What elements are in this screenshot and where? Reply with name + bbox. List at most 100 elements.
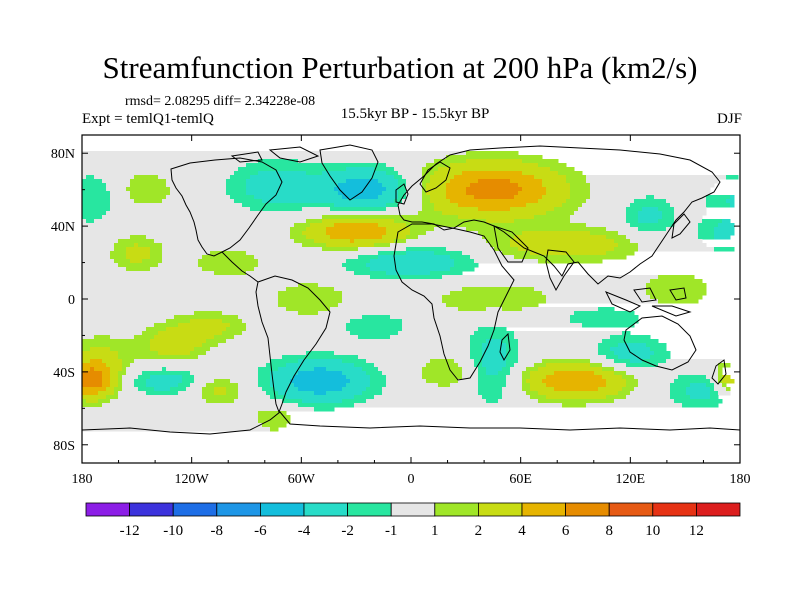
contour-cell xyxy=(466,187,523,192)
contour-cell xyxy=(166,367,259,372)
contour-cell xyxy=(110,367,123,372)
contour-cell xyxy=(406,223,587,228)
x-tick-label: 180 xyxy=(72,472,93,487)
contour-cell xyxy=(426,363,459,368)
contour-cell xyxy=(110,203,243,208)
contour-cell xyxy=(126,187,171,192)
contour-cell xyxy=(522,307,599,312)
contour-cell xyxy=(106,387,115,392)
contour-cell xyxy=(270,395,287,400)
contour-cell xyxy=(306,235,331,240)
contour-cell xyxy=(726,199,735,204)
contour-cell xyxy=(226,327,247,332)
contour-cell xyxy=(462,251,503,256)
contour-cell xyxy=(650,355,671,360)
colorbar-swatch xyxy=(652,502,697,517)
contour-cell xyxy=(510,367,527,372)
contour-cell xyxy=(298,371,343,376)
contour-cell xyxy=(630,391,671,396)
contour-cell xyxy=(238,167,347,172)
contour-cell xyxy=(218,343,471,348)
contour-cell xyxy=(526,203,563,208)
contour-cell xyxy=(326,231,387,236)
contour-cell xyxy=(138,375,151,380)
contour-cell xyxy=(322,171,387,176)
contour-cell xyxy=(506,359,519,364)
contour-cell xyxy=(522,383,531,388)
contour-cell xyxy=(642,207,659,212)
contour-cell xyxy=(290,235,307,240)
contour-cell xyxy=(430,195,447,200)
colorbar: -12 -10 -8 -6 -4 -2 -1 1 2 4 6 8 10 12 xyxy=(85,502,741,539)
contour-cell xyxy=(270,371,299,376)
contour-cell xyxy=(82,375,103,380)
x-tick-label: 60W xyxy=(288,472,316,487)
contour-cell xyxy=(82,411,259,416)
contour-cell xyxy=(126,255,151,260)
contour-cell xyxy=(426,191,447,196)
contour-cell xyxy=(394,239,407,244)
contour-cell xyxy=(718,375,723,380)
contour-cell xyxy=(154,387,171,392)
contour-cell xyxy=(670,203,707,208)
contour-cell xyxy=(346,167,375,172)
contour-cell xyxy=(294,383,347,388)
contour-cell xyxy=(506,343,519,348)
contour-cell xyxy=(162,199,235,204)
contour-cell xyxy=(450,267,475,272)
contour-cell xyxy=(202,343,219,348)
contour-cell xyxy=(502,251,531,256)
contour-cell xyxy=(678,375,707,380)
contour-cell xyxy=(606,251,635,256)
contour-cell xyxy=(706,383,715,388)
contour-cell xyxy=(114,247,127,252)
contour-cell xyxy=(670,395,691,400)
contour-cell xyxy=(118,379,123,384)
contour-cell xyxy=(714,247,735,252)
contour-cell xyxy=(146,235,291,240)
contour-cell xyxy=(374,395,483,400)
contour-cell xyxy=(706,199,727,204)
contour-cell xyxy=(154,239,295,244)
contour-cell xyxy=(406,191,423,196)
contour-cell xyxy=(110,371,119,376)
coastline-north-america xyxy=(170,157,283,257)
contour-cell xyxy=(610,335,651,340)
colorbar-label: -2 xyxy=(341,523,354,539)
contour-cell xyxy=(566,175,587,180)
contour-cell xyxy=(370,379,387,384)
contour-cell xyxy=(358,255,379,260)
contour-cell xyxy=(126,367,163,372)
contour-cell xyxy=(258,375,271,380)
contour-cell xyxy=(446,247,495,252)
contour-cell xyxy=(450,199,539,204)
contour-cell xyxy=(310,223,335,228)
contour-cell xyxy=(570,187,591,192)
y-tick-label: 80S xyxy=(53,439,75,454)
contour-cell xyxy=(398,179,407,184)
contour-cell xyxy=(446,187,467,192)
contour-cell xyxy=(634,199,667,204)
contour-cell xyxy=(622,331,631,336)
contour-cell xyxy=(478,383,507,388)
contour-cell xyxy=(530,387,555,392)
contour-cell xyxy=(510,179,543,184)
contour-cell xyxy=(326,227,387,232)
contour-cell xyxy=(706,195,731,200)
contour-cell xyxy=(130,179,167,184)
contour-cell xyxy=(254,255,359,260)
contour-cell xyxy=(302,231,327,236)
contour-cell xyxy=(394,167,423,172)
contour-cell xyxy=(82,227,291,232)
contour-cell xyxy=(574,311,635,316)
contour-cell xyxy=(110,191,131,196)
contour-cell xyxy=(682,403,719,408)
contour-cell xyxy=(226,387,239,392)
contour-cell xyxy=(258,371,271,376)
contour-cell xyxy=(542,291,647,296)
contour-cell xyxy=(82,383,103,388)
contour-cell xyxy=(90,359,103,364)
contour-cell xyxy=(258,411,287,416)
contour-cell xyxy=(482,343,507,348)
contour-cell xyxy=(454,359,475,364)
